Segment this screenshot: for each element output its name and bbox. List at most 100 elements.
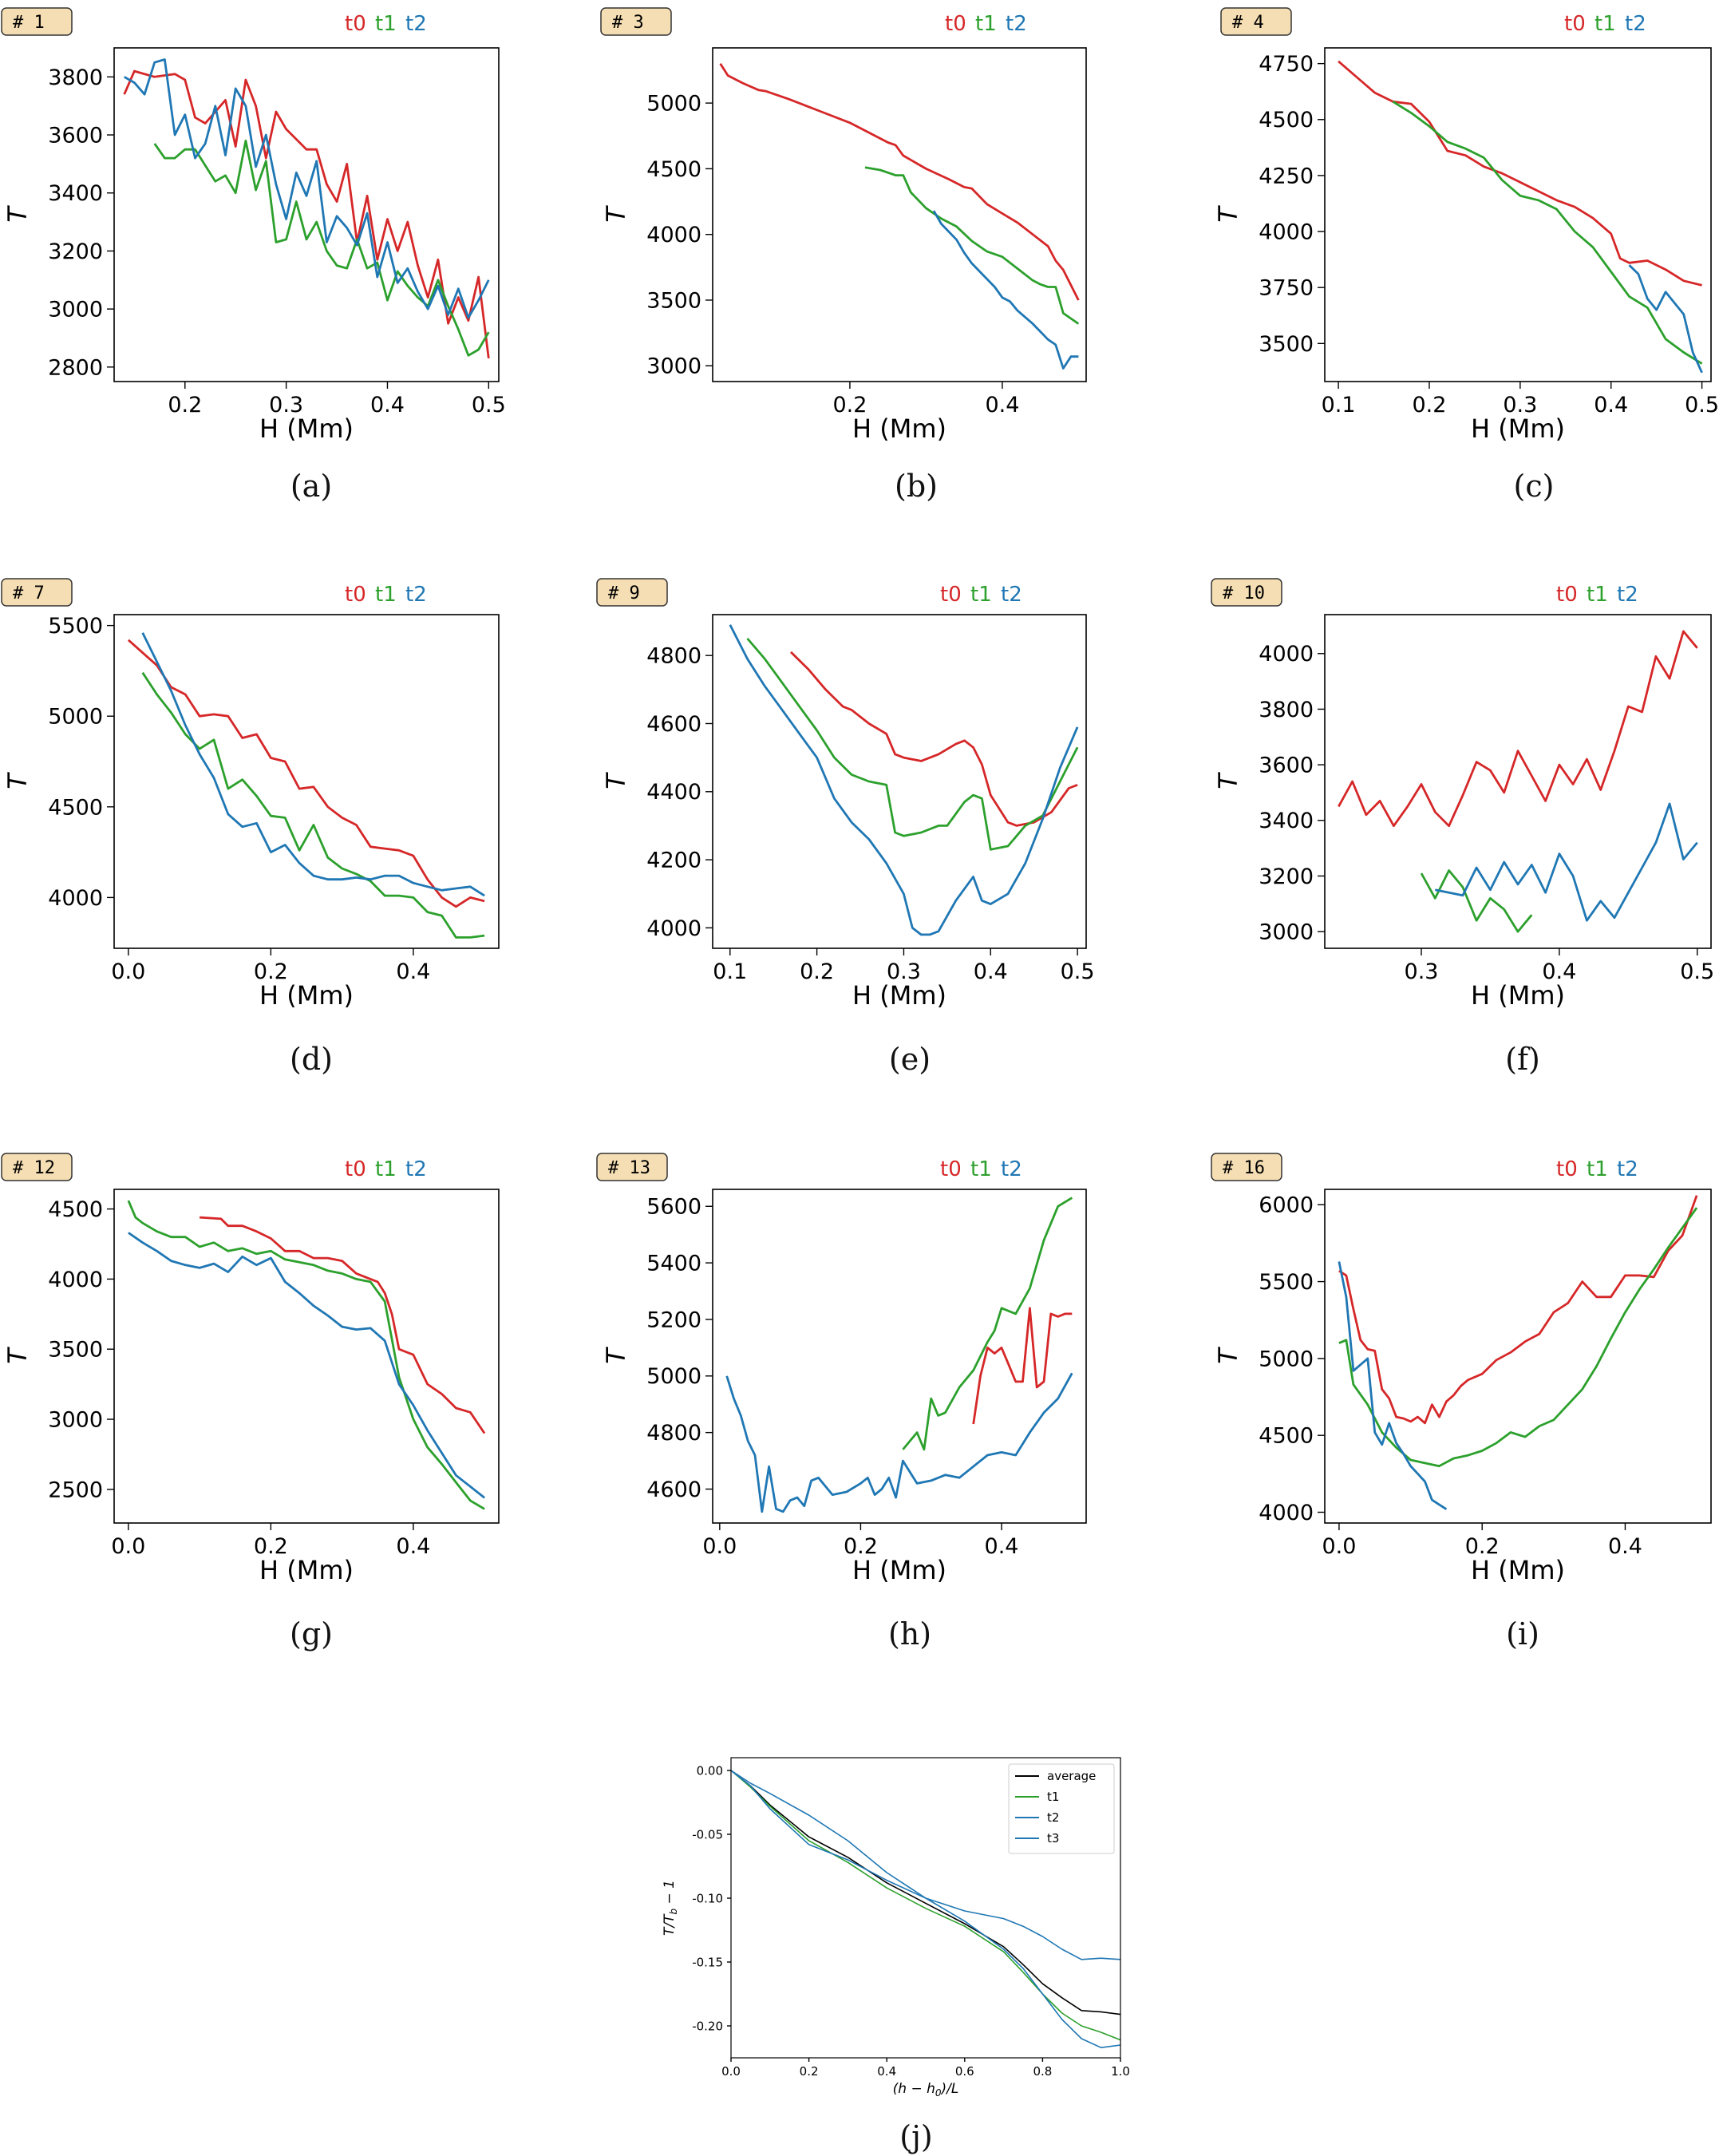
series-line-t2	[730, 1770, 1121, 2048]
panel-caption: (f)	[1505, 1042, 1540, 1077]
x-tick-label: 0.5	[472, 393, 506, 417]
x-axis-label: H (Mm)	[852, 1555, 946, 1585]
legend-entry-t0: t0	[345, 583, 366, 607]
legend-entry-t1: t1	[1595, 12, 1616, 36]
series-line-t2	[1338, 1261, 1448, 1510]
legend-frame	[1008, 1763, 1115, 1854]
y-tick-label: 4500	[48, 1197, 103, 1222]
legend-box: average t1 t2 t3	[1008, 1763, 1115, 1854]
y-tick-label: 3000	[646, 354, 701, 379]
badge-label: # 3	[612, 13, 644, 33]
x-tick-label: 0.2	[832, 393, 867, 417]
series-line-t1	[1392, 101, 1703, 365]
legend-entry-t3: t3	[1047, 1831, 1059, 1845]
panel-badge: # 4	[1220, 7, 1292, 36]
x-tick-label: 0.2	[1465, 1534, 1500, 1559]
x-axis-label: (h − h0)/L	[893, 2081, 959, 2099]
x-tick-label: 0.0	[721, 2064, 741, 2079]
series-line-t2	[1435, 802, 1698, 922]
x-tick-label: 0.4	[1542, 959, 1576, 984]
y-tick-label: 3000	[48, 1407, 103, 1432]
series-line-t2	[124, 58, 490, 319]
y-tick-label: 3600	[1259, 754, 1314, 778]
panel-badge: # 16	[1211, 1153, 1282, 1181]
legend-entry-t0: t0	[1564, 12, 1586, 36]
plot-frame	[730, 1757, 1121, 2059]
legend-entry-average: average	[1047, 1769, 1096, 1783]
y-tick-label: 4600	[646, 712, 701, 737]
x-tick-label: 0.0	[702, 1534, 737, 1559]
plot-frame	[712, 1189, 1087, 1524]
plot-frame	[712, 614, 1087, 949]
y-tick-label: 3500	[48, 1338, 103, 1363]
x-tick-label: 0.0	[111, 959, 145, 984]
series-line-t1	[153, 139, 490, 357]
legend-entry-t1: t1	[1587, 583, 1608, 607]
y-tick-label: -0.05	[692, 1827, 723, 1842]
y-tick-label: 3400	[1259, 809, 1314, 833]
panel-caption: (a)	[290, 469, 332, 504]
panel-badge: # 10	[1211, 578, 1282, 607]
y-tick-label: 4000	[48, 1268, 103, 1292]
y-tick-label: 5500	[1259, 1270, 1314, 1295]
series-line-t2	[141, 632, 485, 897]
y-tick-label: -0.10	[692, 1891, 723, 1905]
y-tick-label: 3000	[1259, 920, 1314, 945]
x-tick-label: 0.3	[269, 393, 303, 417]
panel-caption: (e)	[889, 1042, 931, 1077]
chart-panel-4: 0.0 0.2 0.4 4000 4500 5000 5500 H (Mm) T # 7 t0 t1 t…	[1, 578, 500, 1077]
y-tick-label: 3200	[1259, 864, 1314, 889]
legend-entry-t1: t1	[1047, 1790, 1059, 1804]
y-axis-label: T	[2, 205, 33, 223]
y-tick-label: 4500	[48, 795, 103, 820]
y-tick-label: 4800	[646, 644, 701, 669]
y-axis-label: T	[2, 1347, 33, 1364]
legend-entry-t1: t1	[970, 1157, 992, 1181]
series-line-t0	[1338, 60, 1702, 287]
x-tick-label: 0.2	[254, 1534, 288, 1559]
y-tick-label: 3400	[48, 181, 103, 206]
legend-entry-t0: t0	[940, 1157, 962, 1181]
y-tick-label: 5000	[646, 1364, 701, 1389]
panel-caption: (h)	[888, 1616, 931, 1652]
y-tick-label: 3800	[48, 65, 103, 90]
panel-caption: (c)	[1514, 469, 1555, 504]
panel-caption: (i)	[1506, 1616, 1539, 1652]
y-tick-label: 4500	[1259, 108, 1314, 133]
series-line-average	[730, 1770, 1121, 2016]
badge-label: # 7	[13, 584, 45, 603]
series-line-t2	[729, 624, 1079, 936]
panel-badge: # 1	[1, 7, 73, 36]
y-tick-label: 2500	[48, 1478, 103, 1502]
x-tick-label: 0.8	[1033, 2064, 1052, 2079]
series-line-t2	[932, 210, 1079, 370]
legend-entry-t2: t2	[1617, 583, 1638, 607]
y-axis-label: T	[1213, 205, 1243, 223]
panel-caption: (d)	[290, 1042, 333, 1077]
panel-badge: # 12	[1, 1153, 73, 1181]
x-tick-label: 0.4	[1594, 393, 1628, 417]
x-tick-label: 0.5	[1680, 959, 1714, 984]
chart-panel-2: 0.2 0.4 3000 3500 4000 4500 5000 H (Mm) T # 3 t0 t1…	[600, 7, 1087, 504]
legend-entry-t0: t0	[1556, 1157, 1578, 1181]
x-tick-label: 0.2	[254, 959, 288, 984]
badge-label: # 16	[1223, 1158, 1265, 1178]
badge-box	[1, 1153, 73, 1181]
y-tick-label: 4500	[1259, 1424, 1314, 1449]
panel-badge: # 13	[596, 1153, 668, 1181]
x-tick-label: 0.0	[1322, 1534, 1356, 1559]
y-tick-label: 3500	[646, 288, 701, 313]
series-line-t1	[864, 166, 1080, 325]
chart-panel-8: 0.0 0.2 0.4 4600 4800 5000 5200 5400 5600 H (Mm) T…	[596, 1153, 1087, 1652]
badge-box	[1, 578, 73, 607]
y-tick-label: 3600	[48, 123, 103, 148]
chart-panel-10: 0.0 0.2 0.4 0.6 0.8 1.0 0.00 -0.05 -0.10 -0.15 -0.…	[662, 1757, 1130, 2154]
y-tick-label: 3000	[48, 298, 103, 322]
x-tick-label: 0.1	[713, 959, 747, 984]
y-tick-label: 4800	[646, 1421, 701, 1446]
legend-entry-t1: t1	[970, 583, 992, 607]
legend-entry-t1: t1	[375, 12, 397, 36]
series-line-t1	[730, 1770, 1121, 2041]
x-tick-label: 0.4	[370, 393, 405, 417]
